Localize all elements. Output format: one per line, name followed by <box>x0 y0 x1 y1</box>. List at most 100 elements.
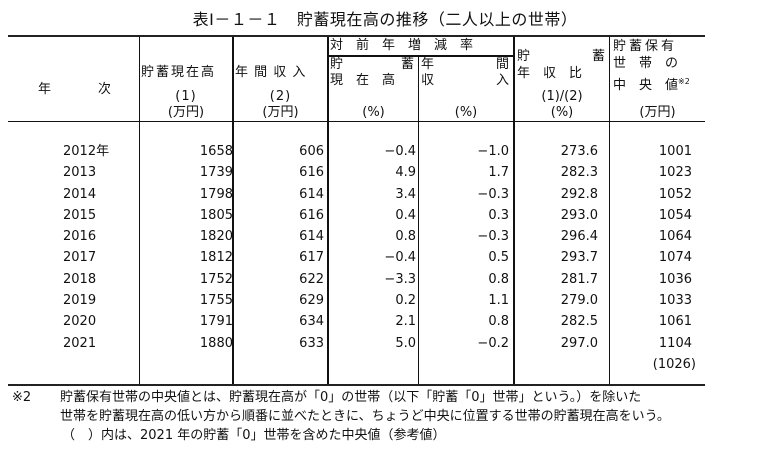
header-ratio-l1l: 貯 <box>517 49 532 64</box>
cell-yoy-income: 0.8 <box>488 314 509 330</box>
cell-year: 2019 <box>63 293 97 309</box>
header-income-num: (2) <box>269 89 292 104</box>
cell-ratio: 279.0 <box>560 293 598 309</box>
header-median-l1: 貯蓄保有 <box>613 39 678 54</box>
cell-ratio: 296.4 <box>560 229 598 245</box>
table-row: 2015 1805 616 0.4 0.3 293.0 1054 <box>8 205 705 226</box>
header-savings-num: (1) <box>175 89 197 104</box>
cell-savings: 1880 <box>199 335 233 351</box>
cell-yoy-savings: 3.4 <box>395 186 416 202</box>
header-yoy-income-unit: (%) <box>454 105 478 120</box>
cell-median: 1036 <box>658 271 692 287</box>
table-row: 2012年 1658 606 −0.4 −1.0 273.6 1001 <box>8 141 705 162</box>
cell-year: 2014 <box>63 186 97 202</box>
cell-savings: 1739 <box>199 165 233 181</box>
cell-yoy-savings: 2.1 <box>395 314 416 330</box>
cell-income: 622 <box>299 271 324 287</box>
cell-ratio: 282.5 <box>560 314 598 330</box>
table-row: 2013 1739 616 4.9 1.7 282.3 1023 <box>8 162 705 183</box>
header-ratio-unit: (%) <box>550 105 574 120</box>
table-row: 2020 1791 634 2.1 0.8 282.5 1061 <box>8 311 705 332</box>
cell-median: 1054 <box>658 207 692 223</box>
cell-median-reference: (1026) <box>652 356 696 372</box>
cell-income: 614 <box>299 229 324 245</box>
cell-yoy-savings: −0.4 <box>384 144 416 159</box>
header-savings: 貯蓄現在高 <box>141 65 217 80</box>
cell-year: 2021 <box>63 335 97 351</box>
cell-yoy-savings: 0.8 <box>395 229 416 245</box>
table-body: 2012年 1658 606 −0.4 −1.0 273.6 1001 2013 1739 616… <box>8 141 705 375</box>
cell-income: 633 <box>299 335 324 351</box>
cell-income: 634 <box>299 314 324 330</box>
yoy-group-divider <box>328 55 514 57</box>
cell-ratio: 297.0 <box>560 335 598 351</box>
cell-income: 617 <box>299 250 324 266</box>
cell-savings: 1752 <box>199 271 233 287</box>
cell-yoy-income: 0.8 <box>488 271 509 287</box>
header-median-l3: 中 央 値 <box>613 78 679 93</box>
cell-yoy-income: −0.2 <box>477 335 509 351</box>
cell-income: 616 <box>299 207 324 223</box>
cell-income: 614 <box>299 186 324 202</box>
header-yoy-income-l2l: 収 <box>421 73 436 88</box>
cell-year: 2012年 <box>63 144 110 159</box>
cell-income: 616 <box>299 165 324 181</box>
cell-median: 1052 <box>658 186 692 202</box>
header-income: 年 間 収 入 <box>235 65 307 80</box>
cell-yoy-savings: 5.0 <box>395 335 416 351</box>
header-median-unit: (万円) <box>639 105 676 120</box>
cell-year: 2020 <box>63 314 97 330</box>
cell-yoy-savings: 0.2 <box>395 293 416 309</box>
header-yoy-savings-l1l: 貯 <box>330 57 345 72</box>
table-title: 表Ⅰ－１－１ 貯蓄現在高の推移（二人以上の世帯） <box>192 10 578 29</box>
header-ratio-l2: 年 収 比 <box>517 66 583 81</box>
header-income-unit: (万円) <box>262 105 299 120</box>
table-row: 2016 1820 614 0.8 −0.3 296.4 1064 <box>8 226 705 247</box>
header-yoy-savings-unit: (%) <box>362 105 385 120</box>
header-yoy-group: 対 前 年 増 減 率 <box>330 38 474 53</box>
cell-yoy-income: −0.3 <box>477 186 509 202</box>
cell-median: 1033 <box>658 293 692 309</box>
column-divider <box>139 37 140 384</box>
cell-yoy-savings: 0.4 <box>395 207 416 223</box>
cell-year: 2016 <box>63 229 97 245</box>
cell-savings: 1812 <box>199 250 233 266</box>
column-divider <box>609 37 610 384</box>
cell-yoy-savings: −3.3 <box>384 271 416 287</box>
column-divider <box>327 37 329 384</box>
cell-savings: 1820 <box>199 229 233 245</box>
column-divider <box>418 56 419 384</box>
cell-yoy-income: −1.0 <box>477 144 509 159</box>
footnote-line-3: （ ）内は、2021 年の貯蓄「0」世帯を含めた中央値（参考値） <box>62 428 446 443</box>
cell-savings: 1658 <box>199 144 233 159</box>
header-median-l2: 世 帯 の <box>613 56 679 71</box>
cell-median: 1074 <box>658 250 692 266</box>
cell-year: 2017 <box>63 250 97 266</box>
cell-median: 1104 <box>658 335 692 351</box>
cell-savings: 1798 <box>199 186 233 202</box>
header-yoy-savings-l1r: 蓄 <box>401 57 416 72</box>
footnote-line-1: 貯蓄保有世帯の中央値とは、貯蓄現在高が「0」の世帯（以下「貯蓄「0」世帯」という… <box>60 390 642 405</box>
savings-table: 年 次 貯蓄現在高 (1) (万円) 年 間 収 入 (2) (万円) 対 前 … <box>8 35 705 386</box>
cell-savings: 1755 <box>199 293 233 309</box>
cell-yoy-income: 1.7 <box>488 165 509 181</box>
footnote-mark: ※2 <box>12 390 32 405</box>
footnote-line-2: 世帯を貯蓄現在高の低い方から順番に並べたときに、ちょうど中央に位置する世帯の貯蓄… <box>60 409 670 424</box>
cell-ratio: 292.8 <box>560 186 598 202</box>
cell-year: 2015 <box>63 207 97 223</box>
header-yoy-savings-l2: 現 在 高 <box>330 73 396 88</box>
cell-savings: 1791 <box>199 314 233 330</box>
cell-income: 629 <box>299 293 324 309</box>
header-divider <box>8 121 705 122</box>
cell-yoy-income: 0.3 <box>488 207 509 223</box>
table-row: 2019 1755 629 0.2 1.1 279.0 1033 <box>8 290 705 311</box>
cell-yoy-savings: 4.9 <box>395 165 416 181</box>
cell-yoy-savings: −0.4 <box>384 250 416 266</box>
cell-ratio: 282.3 <box>560 165 598 181</box>
header-ratio-num: (1)/(2) <box>541 89 583 104</box>
header-yoy-income-l2r: 入 <box>496 73 511 88</box>
cell-median: 1064 <box>658 229 692 245</box>
cell-ratio: 273.6 <box>560 144 598 159</box>
cell-yoy-income: −0.3 <box>477 229 509 245</box>
column-divider <box>232 37 234 384</box>
